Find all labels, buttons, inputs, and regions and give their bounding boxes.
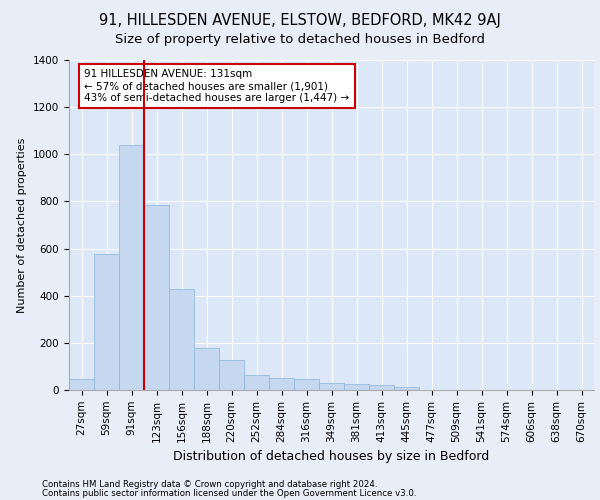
Bar <box>319 384 344 390</box>
Text: Contains HM Land Registry data © Crown copyright and database right 2024.: Contains HM Land Registry data © Crown c… <box>42 480 377 489</box>
X-axis label: Distribution of detached houses by size in Bedford: Distribution of detached houses by size … <box>173 450 490 463</box>
Bar <box>119 145 144 390</box>
Bar <box>294 379 319 390</box>
Bar <box>194 348 219 390</box>
Bar <box>94 254 119 390</box>
Bar <box>369 386 394 390</box>
Text: Size of property relative to detached houses in Bedford: Size of property relative to detached ho… <box>115 32 485 46</box>
Bar <box>219 360 244 390</box>
Bar <box>144 205 169 390</box>
Text: Contains public sector information licensed under the Open Government Licence v3: Contains public sector information licen… <box>42 489 416 498</box>
Text: 91 HILLESDEN AVENUE: 131sqm
← 57% of detached houses are smaller (1,901)
43% of : 91 HILLESDEN AVENUE: 131sqm ← 57% of det… <box>85 70 350 102</box>
Bar <box>269 378 294 390</box>
Bar <box>69 380 94 390</box>
Bar <box>344 384 369 390</box>
Bar <box>394 387 419 390</box>
Bar <box>169 288 194 390</box>
Bar <box>244 374 269 390</box>
Y-axis label: Number of detached properties: Number of detached properties <box>17 138 28 312</box>
Text: 91, HILLESDEN AVENUE, ELSTOW, BEDFORD, MK42 9AJ: 91, HILLESDEN AVENUE, ELSTOW, BEDFORD, M… <box>99 12 501 28</box>
